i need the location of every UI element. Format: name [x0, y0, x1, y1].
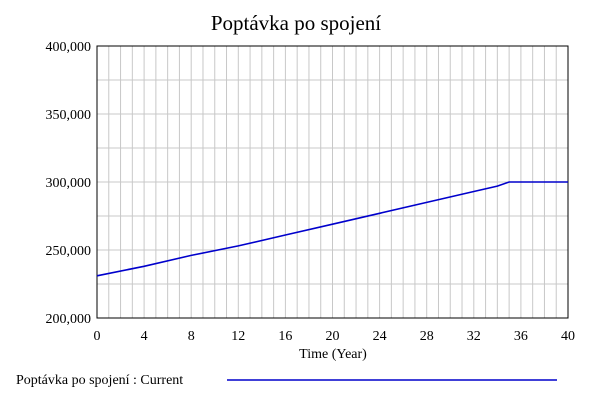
y-tick-label: 200,000 — [46, 312, 92, 327]
legend-label: Poptávka po spojení : Current — [16, 373, 183, 388]
grid-lines — [97, 46, 568, 318]
x-tick-label: 36 — [514, 329, 528, 344]
x-tick-label: 12 — [231, 329, 245, 344]
x-tick-label: 20 — [326, 329, 340, 344]
x-axis-ticks: 0 4 8 12 16 20 24 28 32 36 40 — [94, 329, 576, 344]
y-axis-ticks: 200,000 250,000 300,000 350,000 400,000 — [46, 40, 92, 327]
series-line — [96, 181, 568, 277]
y-tick-label: 350,000 — [46, 108, 92, 123]
legend: Poptávka po spojení : Current — [16, 373, 557, 388]
x-tick-label: 24 — [373, 329, 387, 344]
x-tick-label: 40 — [561, 329, 575, 344]
y-tick-label: 250,000 — [46, 244, 92, 259]
x-tick-label: 0 — [94, 329, 101, 344]
x-tick-label: 16 — [278, 329, 292, 344]
x-axis-title: Time (Year) — [299, 347, 367, 362]
y-tick-label: 400,000 — [46, 40, 92, 55]
x-tick-label: 4 — [141, 329, 148, 344]
x-tick-label: 28 — [420, 329, 434, 344]
series-layer — [96, 181, 568, 277]
x-tick-label: 32 — [467, 329, 481, 344]
chart-title: Poptávka po spojení — [211, 11, 381, 35]
x-tick-label: 8 — [188, 329, 195, 344]
y-tick-label: 300,000 — [46, 176, 92, 191]
